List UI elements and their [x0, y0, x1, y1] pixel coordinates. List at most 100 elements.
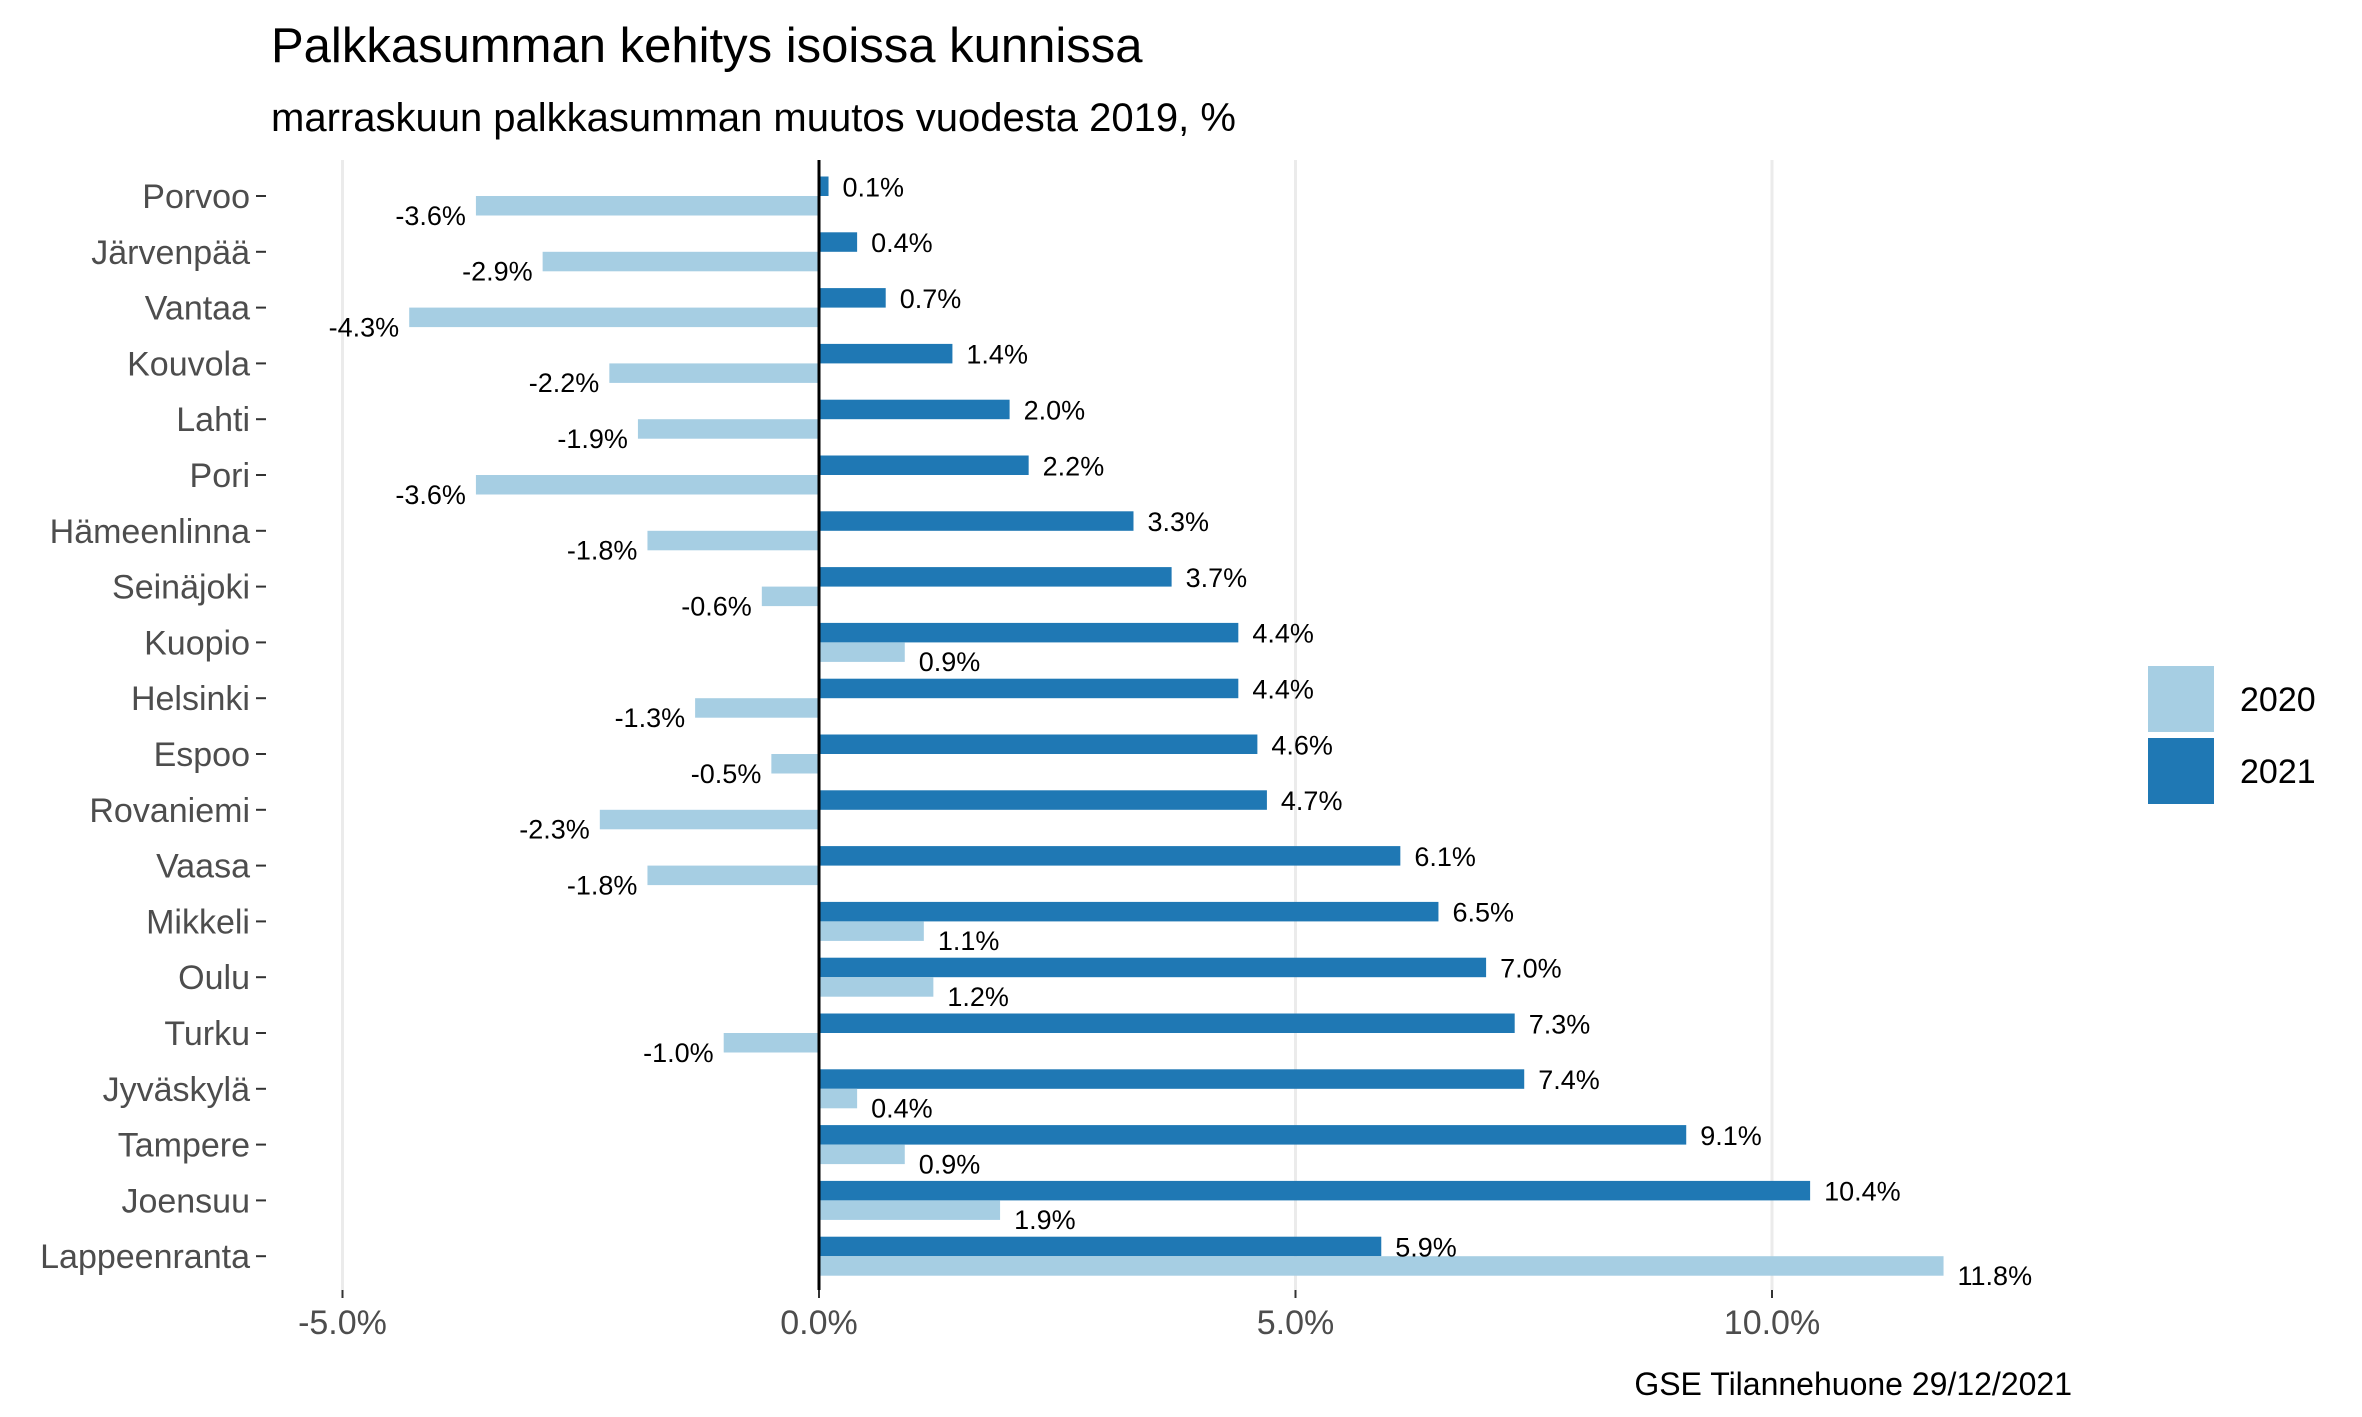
category-label: Vantaa — [145, 290, 250, 328]
bar-2021 — [819, 343, 953, 364]
data-label-2021: 6.5% — [1452, 898, 1514, 928]
category-label: Kouvola — [127, 345, 250, 383]
bar-2021 — [819, 455, 1029, 475]
data-label-2021: 4.4% — [1252, 619, 1314, 649]
data-label-2020: 1.1% — [938, 926, 1000, 956]
data-label-2020: -1.3% — [615, 703, 686, 733]
bar-2021 — [819, 1069, 1525, 1089]
bar-2020 — [819, 1088, 858, 1109]
data-label-2020: -2.9% — [462, 257, 533, 287]
bar-2021 — [819, 678, 1239, 699]
data-label-2021: 4.6% — [1271, 730, 1333, 760]
category-label: Kuopio — [144, 624, 250, 662]
bar-2020 — [475, 475, 819, 495]
data-label-2020: -1.8% — [567, 536, 638, 566]
category-label: Vaasa — [156, 848, 250, 886]
category-label: Joensuu — [121, 1182, 250, 1220]
data-label-2020: -4.3% — [329, 312, 400, 342]
x-tick-label: 0.0% — [780, 1304, 858, 1342]
legend-label-2020: 2020 — [2240, 681, 2316, 719]
bar-2020 — [819, 642, 905, 662]
data-labels: 0.1% -3.6% 0.4% -2.9% 0.7% -4.3% 1.4% -2.2% 2.0%… — [329, 172, 2032, 1291]
category-label: Oulu — [178, 959, 250, 997]
data-label-2021: 4.7% — [1281, 786, 1343, 816]
bar-2021 — [819, 567, 1172, 587]
category-label: Hämeenlinna — [50, 513, 250, 551]
chart-subtitle: marraskuun palkkasumman muutos vuodesta … — [271, 96, 1236, 140]
gridlines — [341, 160, 1774, 1290]
data-label-2021: 3.3% — [1147, 507, 1209, 537]
bar-2021 — [819, 1236, 1382, 1257]
bar-2021 — [819, 288, 886, 308]
legend-swatch-2021 — [2148, 738, 2214, 804]
data-label-2020: -3.6% — [395, 480, 466, 510]
bar-2021 — [819, 176, 829, 196]
category-axis: Porvoo Järvenpää Vantaa Kouvola Lahti Pori Häm… — [40, 178, 266, 1276]
bar-2021 — [819, 734, 1258, 754]
category-label: Seinäjoki — [112, 569, 250, 607]
data-label-2021: 6.1% — [1414, 842, 1476, 872]
data-label-2021: 2.0% — [1024, 395, 1086, 425]
bar-2020 — [695, 698, 819, 718]
x-axis: -5.0% 0.0% 5.0% 10.0% — [298, 1290, 1820, 1342]
bar-2020 — [647, 865, 819, 886]
data-label-2020: -1.0% — [643, 1038, 714, 1068]
category-label: Helsinki — [131, 680, 250, 718]
bar-2020 — [647, 530, 819, 551]
category-label: Pori — [190, 457, 250, 495]
category-label: Lahti — [176, 401, 250, 439]
category-label: Porvoo — [142, 178, 250, 216]
data-label-2020: 1.2% — [947, 982, 1009, 1012]
bar-2020 — [819, 1256, 1944, 1276]
data-label-2021: 0.4% — [871, 228, 933, 258]
data-label-2021: 0.1% — [843, 172, 905, 202]
bar-2020 — [723, 1033, 819, 1053]
data-label-2020: -1.9% — [557, 424, 628, 454]
data-label-2021: 1.4% — [966, 340, 1028, 370]
category-label: Jyväskylä — [103, 1071, 250, 1109]
bar-2020 — [637, 419, 819, 439]
category-label: Turku — [164, 1015, 250, 1053]
data-label-2020: -3.6% — [395, 201, 466, 231]
legend-label-2021: 2021 — [2240, 753, 2316, 791]
data-label-2021: 0.7% — [900, 284, 962, 314]
category-label: Tampere — [118, 1127, 250, 1165]
data-label-2021: 7.3% — [1529, 1009, 1591, 1039]
x-tick-label: 10.0% — [1724, 1304, 1820, 1342]
legend: 2020 2021 — [2148, 666, 2316, 804]
bar-2021 — [819, 790, 1267, 810]
bar-2021 — [819, 1125, 1687, 1145]
chart-caption: GSE Tilannehuone 29/12/2021 — [1634, 1366, 2072, 1402]
bar-2021 — [819, 622, 1239, 643]
category-label: Järvenpää — [91, 234, 250, 272]
data-label-2020: -0.5% — [691, 759, 762, 789]
bar-2020 — [599, 809, 819, 830]
x-tick-label: -5.0% — [298, 1304, 387, 1342]
data-label-2020: -2.2% — [529, 368, 600, 398]
bar-2020 — [409, 307, 819, 328]
data-label-2021: 5.9% — [1395, 1232, 1457, 1262]
bar-2020 — [761, 586, 819, 607]
data-label-2021: 2.2% — [1043, 451, 1105, 481]
data-label-2021: 9.1% — [1700, 1121, 1762, 1151]
category-label: Mikkeli — [146, 903, 250, 941]
category-label: Lappeenranta — [40, 1238, 250, 1276]
data-label-2020: -1.8% — [567, 870, 638, 900]
bar-2021 — [819, 1013, 1515, 1033]
bar-2021 — [819, 232, 858, 252]
data-label-2021: 10.4% — [1824, 1177, 1901, 1207]
bar-2020 — [609, 363, 819, 383]
bar-2021 — [819, 957, 1487, 978]
bar-2021 — [819, 846, 1401, 866]
bar-2021 — [819, 1180, 1811, 1201]
data-label-2020: 11.8% — [1958, 1261, 2033, 1291]
data-label-2021: 7.4% — [1538, 1065, 1600, 1095]
bar-2020 — [819, 1200, 1001, 1220]
bar-2021 — [819, 399, 1010, 420]
data-label-2021: 4.4% — [1252, 674, 1314, 704]
legend-swatch-2020 — [2148, 666, 2214, 732]
bar-2020 — [771, 754, 819, 774]
data-label-2021: 3.7% — [1186, 563, 1248, 593]
data-label-2020: 0.9% — [919, 1149, 981, 1179]
